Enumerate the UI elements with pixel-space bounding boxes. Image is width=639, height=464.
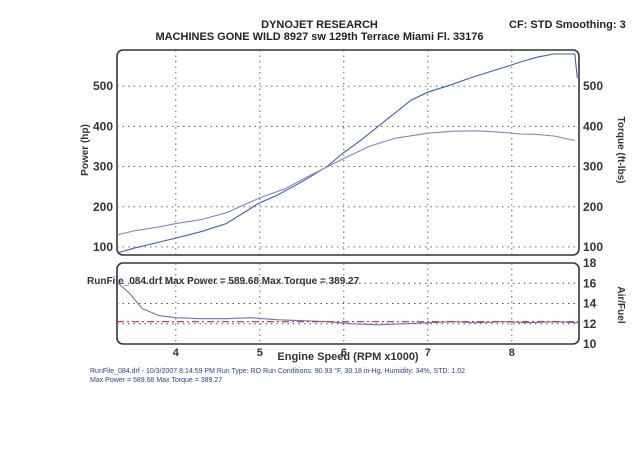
af-tick-label: 12	[583, 317, 597, 331]
rpm-tick-label: 8	[509, 347, 515, 359]
torque-tick-label: 200	[583, 200, 603, 214]
af-tick-label: 18	[583, 256, 597, 270]
max-values-line: Max Power = 589.68 Max Torque = 389.27	[90, 377, 223, 384]
top-panel-frame	[116, 49, 580, 256]
power-tick-label: 400	[93, 119, 113, 133]
power-tick-label: 200	[93, 200, 113, 214]
af-axis-label: Air/Fuel	[615, 286, 626, 323]
rpm-tick-label: 4	[173, 347, 180, 359]
torque-curve	[116, 130, 575, 236]
torque-tick-label: 500	[583, 79, 603, 93]
torque-tick-label: 400	[583, 119, 603, 133]
air-fuel-panel: 4 5 6 7 8 10 12 14 16 18 RunFile_084.drf Max Power…	[87, 256, 626, 363]
rpm-tick-label: 7	[425, 347, 431, 359]
power-torque-panel: 100 100 200 200 300 300 400 400 500 500 Power (hp)…	[80, 49, 626, 256]
rpm-tick-label: 5	[257, 347, 263, 359]
rpm-axis-label: Engine Speed (RPM x1000)	[277, 351, 419, 363]
correction-factor-label: CF: STD Smoothing: 3	[509, 19, 626, 31]
chart-title: DYNOJET RESEARCH	[261, 19, 378, 31]
torque-tick-label: 300	[583, 160, 603, 174]
power-curve	[116, 53, 578, 254]
power-tick-label: 500	[93, 79, 113, 93]
power-tick-label: 300	[93, 160, 113, 174]
rpm-tick-label: 6	[341, 347, 347, 359]
torque-tick-label: 100	[583, 240, 603, 254]
torque-axis-label: Torque (ft-lbs)	[615, 116, 626, 183]
run-info-line: RunFile_084.drf - 10/3/2007 8:14:59 PM R…	[90, 368, 466, 375]
power-axis-label: Power (hp)	[80, 124, 91, 176]
af-tick-label: 14	[583, 297, 597, 311]
af-tick-label: 10	[583, 337, 597, 351]
af-tick-label: 16	[583, 276, 597, 290]
run-summary-label: RunFile_084.drf Max Power = 589.68 Max T…	[87, 276, 360, 287]
power-tick-label: 100	[93, 240, 113, 254]
chart-subtitle: MACHINES GONE WILD 8927 sw 129th Terrace…	[155, 31, 484, 43]
